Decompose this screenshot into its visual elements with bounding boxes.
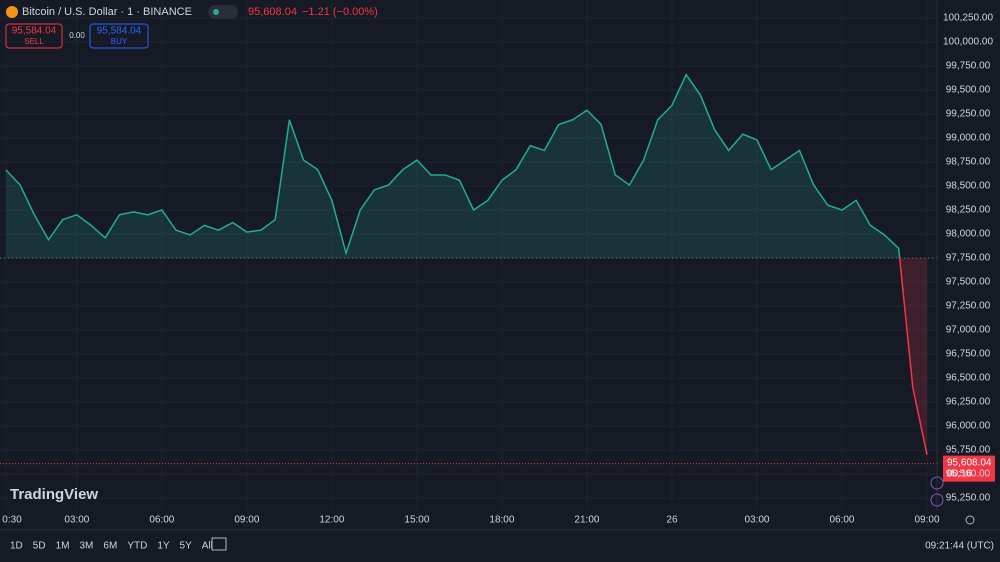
y-tick-label: 96,500.00 (946, 373, 991, 384)
spread: 0.00 (69, 31, 85, 40)
coin-icon (6, 6, 18, 18)
y-tick-label: 97,250.00 (946, 301, 991, 312)
status-dot (213, 9, 219, 15)
x-tick-label: 0:30 (2, 515, 22, 526)
x-tick-label: 15:00 (404, 515, 429, 526)
logo-text: TradingView (10, 486, 98, 503)
sell-label: SELL (24, 37, 44, 46)
countdown: 00:16 (947, 468, 972, 479)
y-tick-label: 99,250.00 (946, 109, 991, 120)
status-pill[interactable] (208, 5, 238, 19)
sell-price: 95,584.04 (12, 26, 57, 37)
change: −1.21 (−0.00%) (302, 6, 378, 18)
y-tick-label: 95,500.00 (946, 469, 991, 480)
y-tick-label: 95,750.00 (946, 445, 991, 456)
x-tick-label: 06:00 (829, 515, 854, 526)
x-tick-label: 03:00 (64, 515, 89, 526)
date-range-button[interactable] (211, 537, 227, 551)
x-tick-label: 26 (666, 515, 678, 526)
y-tick-label: 99,500.00 (946, 85, 991, 96)
y-tick-label: 96,000.00 (946, 421, 991, 432)
range-button[interactable]: 6M (103, 541, 117, 552)
y-tick-label: 96,250.00 (946, 397, 991, 408)
x-tick-label: 09:00 (234, 515, 259, 526)
y-tick-label: 98,750.00 (946, 157, 991, 168)
last-price: 95,608.04 (248, 6, 297, 18)
range-button[interactable]: 1Y (157, 541, 170, 552)
x-tick-label: 03:00 (744, 515, 769, 526)
x-tick-label: 21:00 (574, 515, 599, 526)
y-tick-label: 98,500.00 (946, 181, 991, 192)
price-tag (943, 455, 995, 482)
range-button[interactable]: 3M (80, 541, 94, 552)
buy-button[interactable] (89, 23, 149, 49)
price-tag-value: 95,608.04 (947, 457, 992, 468)
x-tick-label: 12:00 (319, 515, 344, 526)
price-line (5, 73, 928, 455)
alert-button[interactable] (930, 493, 944, 507)
y-tick-label: 97,500.00 (946, 277, 991, 288)
y-tick-label: 98,000.00 (946, 229, 991, 240)
range-button[interactable]: 5Y (180, 541, 193, 552)
y-tick-label: 100,250.00 (943, 13, 993, 24)
sell-button[interactable] (5, 23, 63, 49)
range-button[interactable]: 1M (56, 541, 70, 552)
area (6, 74, 927, 455)
symbol: Bitcoin / U.S. Dollar · 1 · BINANCE (22, 6, 192, 18)
y-tick-label: 96,750.00 (946, 349, 991, 360)
y-tick-label: 99,000.00 (946, 133, 991, 144)
logo: ⁠TradingView (10, 486, 98, 503)
settings-button[interactable] (965, 515, 975, 525)
y-tick-label: 97,000.00 (946, 325, 991, 336)
y-tick-label: 98,250.00 (946, 205, 991, 216)
y-tick-label: 100,000.00 (943, 37, 993, 48)
buy-price: 95,584.04 (97, 26, 142, 37)
buy-label: BUY (111, 37, 128, 46)
range-button[interactable]: YTD (127, 541, 147, 552)
range-button[interactable]: All (202, 541, 213, 552)
x-tick-label: 18:00 (489, 515, 514, 526)
y-tick-label: 99,750.00 (946, 61, 991, 72)
range-button[interactable]: 1D (10, 541, 23, 552)
range-button[interactable]: 5D (33, 541, 46, 552)
x-tick-label: 06:00 (149, 515, 174, 526)
add-button[interactable] (930, 476, 944, 490)
x-tick-label: 09:00 (914, 515, 939, 526)
clock: 09:21:44 (UTC) (925, 541, 994, 552)
y-tick-label: 95,250.00 (946, 493, 991, 504)
y-tick-label: 97,750.00 (946, 253, 991, 264)
